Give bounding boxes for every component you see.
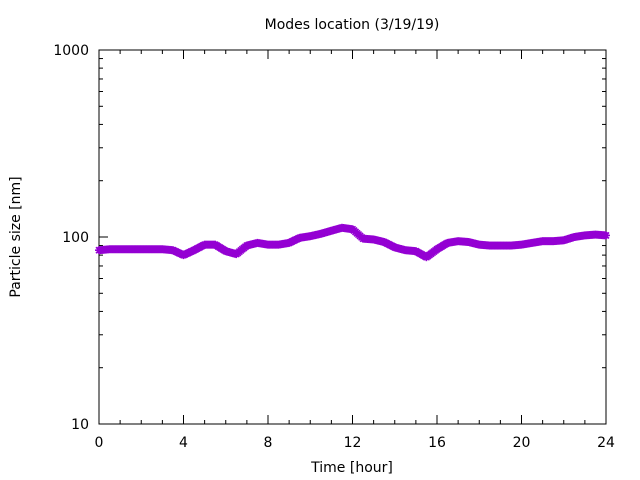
y-axis: 10 100 1000	[53, 43, 606, 433]
chart-title: Modes location (3/19/19)	[265, 17, 440, 33]
x-tick-label: 12	[344, 435, 362, 451]
x-tick-label: 8	[264, 435, 273, 451]
y-tick-label: 1000	[53, 43, 89, 59]
plot-frame	[98, 49, 607, 425]
x-axis-label: Time [hour]	[310, 460, 393, 476]
x-tick-label: 20	[513, 435, 531, 451]
y-tick-label: 100	[62, 230, 89, 246]
x-axis: 0 4 8 12 16 20 24	[95, 50, 615, 451]
x-tick-label: 16	[428, 435, 446, 451]
y-axis-label: Particle size [nm]	[8, 176, 24, 297]
data-point	[602, 231, 610, 240]
data-point-stroke	[602, 231, 610, 239]
data-series	[95, 223, 610, 262]
y-tick-label: 10	[71, 417, 89, 433]
plot-border	[98, 49, 607, 425]
x-tick-label: 24	[597, 435, 615, 451]
x-tick-label: 4	[179, 435, 188, 451]
x-tick-label: 0	[95, 435, 104, 451]
